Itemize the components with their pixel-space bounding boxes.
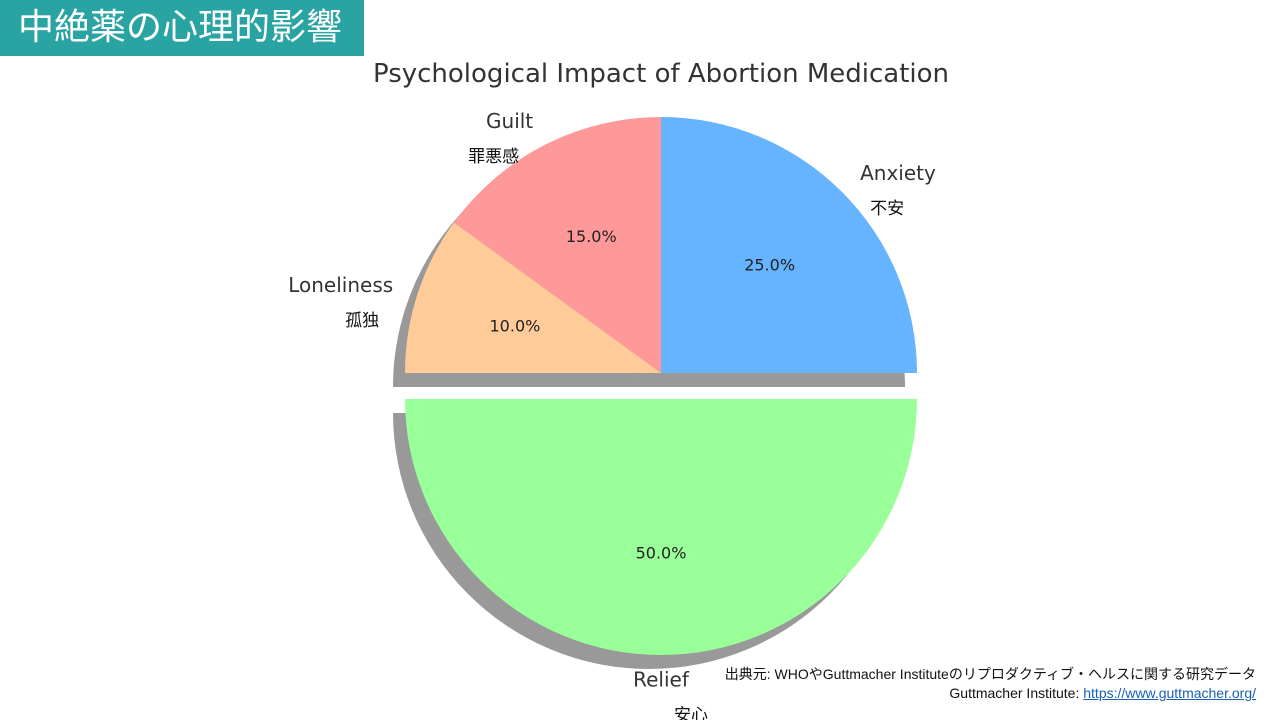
slice-label-guilt: Guilt xyxy=(486,109,533,133)
pie-slice-loneliness xyxy=(405,222,661,373)
slice-label-anxiety: Anxiety xyxy=(860,161,936,185)
slice-label-loneliness: Loneliness xyxy=(288,273,393,297)
slice-label-ja-anxiety: 不安 xyxy=(870,199,904,219)
source-note: 出典元: WHOやGuttmacher Instituteのリプロダクティブ・ヘ… xyxy=(724,666,1256,682)
pct-label-guilt: 15.0% xyxy=(566,227,617,246)
pie-slice-guilt xyxy=(453,117,661,373)
source-reference: Guttmacher Institute: https://www.guttma… xyxy=(949,685,1256,701)
pie-slice-relief xyxy=(405,399,917,655)
source-link[interactable]: https://www.guttmacher.org/ xyxy=(1083,685,1256,701)
chart-title: Psychological Impact of Abortion Medicat… xyxy=(373,59,949,89)
slice-label-ja-loneliness: 孤独 xyxy=(345,311,379,331)
source-prefix: Guttmacher Institute: xyxy=(949,685,1084,701)
label-layer: 25.0% Anxiety 不安 15.0% Guilt 罪悪感 10.0% Loneline… xyxy=(288,109,936,720)
pct-label-relief: 50.0% xyxy=(636,544,687,563)
slide-title: 中絶薬の心理的影響 xyxy=(0,0,364,56)
pct-label-anxiety: 25.0% xyxy=(744,255,795,274)
pct-label-loneliness: 10.0% xyxy=(490,317,541,336)
pie-slice-anxiety xyxy=(661,117,917,373)
slice-label-ja-guilt: 罪悪感 xyxy=(468,147,519,167)
slice-label-relief: Relief xyxy=(633,668,690,692)
slice-label-ja-relief: 安心 xyxy=(674,706,708,720)
slice-layer xyxy=(405,117,917,655)
